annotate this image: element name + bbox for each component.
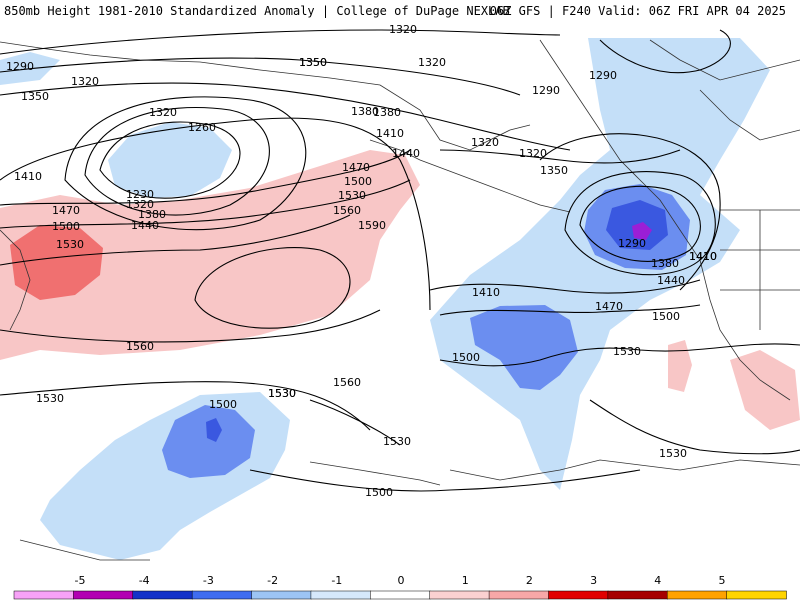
coastlines: [0, 39, 800, 561]
colorbar-tick-label: -1: [331, 574, 342, 587]
contour-label: 1530: [56, 238, 84, 251]
negative-anomaly-region: [40, 392, 290, 560]
contour-label: 1530: [383, 435, 411, 448]
contour-label: 1440: [657, 274, 685, 287]
contour-label: 1560: [333, 376, 361, 389]
contour-label: 1290: [589, 69, 617, 82]
positive-anomaly-region: [0, 150, 420, 360]
colorbar-tick-label: 0: [398, 574, 405, 587]
colorbar-tick-label: 2: [526, 574, 533, 587]
contour-label: 1530: [36, 392, 64, 405]
colorbar-tick-label: -4: [139, 574, 150, 587]
contour-label: 1290: [618, 237, 646, 250]
title-bar: 850mb Height 1981-2010 Standardized Anom…: [0, 0, 800, 22]
colorbar-swatch: [548, 590, 609, 600]
contour-labels: 1320 1290 1320 1350 1350 1320 1260 1230 1350 1320…: [6, 23, 717, 499]
colorbar-swatch: [666, 590, 728, 600]
negative-anomaly-region: [632, 222, 652, 240]
contour-label: 1350: [299, 56, 327, 69]
negative-anomaly-region: [162, 405, 255, 478]
colorbar-swatches: [13, 590, 787, 600]
contour-label: 1320: [389, 23, 417, 36]
contour-label: 1350: [21, 90, 49, 103]
colorbar-swatch: [370, 590, 431, 600]
colorbar-swatch: [132, 590, 193, 600]
contour-label: 1380: [351, 105, 379, 118]
contour-label: 1470: [595, 300, 623, 313]
contour-label: 1290: [532, 84, 560, 97]
positive-anomaly-region: [10, 225, 103, 300]
contour-label: 1470: [342, 161, 370, 174]
contour-label: 1260: [188, 121, 216, 134]
contour-label: 1410: [689, 250, 717, 263]
colorbar-swatch: [13, 590, 75, 600]
positive-anomaly-region: [668, 340, 692, 392]
contour-label: 1530: [268, 387, 296, 400]
colorbar-tick-label: -2: [267, 574, 278, 587]
negative-anomaly-region: [206, 418, 222, 442]
colorbar-tick-label: 1: [462, 574, 469, 587]
contour-label: 1500: [344, 175, 372, 188]
contour-label: 1500: [452, 351, 480, 364]
positive-anomaly-region: [730, 350, 800, 430]
contour-label: 1500: [52, 220, 80, 233]
contour-label: 1380: [651, 257, 679, 270]
contour-label: 1410: [472, 286, 500, 299]
colorbar-swatch: [607, 590, 668, 600]
colorbar-swatch: [488, 590, 550, 600]
contour-label: 1350: [299, 56, 327, 69]
colorbar-swatch: [726, 590, 787, 600]
contour-label: 1530: [613, 345, 641, 358]
colorbar-swatch: [310, 590, 372, 600]
title-left: 850mb Height 1981-2010 Standardized Anom…: [4, 4, 510, 18]
title-right: 06Z GFS | F240 Valid: 06Z FRI APR 04 202…: [489, 4, 786, 18]
contour-label: 1320: [519, 147, 547, 160]
contour-label: 1440: [392, 147, 420, 160]
contour-label: 1230: [126, 188, 154, 201]
colorbar-tick-label: -5: [75, 574, 86, 587]
contour-label: 1380: [138, 208, 166, 221]
contour-label: 1320: [71, 75, 99, 88]
contour-label: 1500: [652, 310, 680, 323]
contour-label: 1440: [131, 219, 159, 232]
contour-label: 1560: [333, 204, 361, 217]
contour-label: 1590: [358, 219, 386, 232]
colorbar-swatch: [191, 590, 253, 600]
negative-anomaly-region: [470, 305, 578, 390]
contour-label: 1320: [418, 56, 446, 69]
colorbar-swatch: [73, 590, 134, 600]
contour-label: 1530: [338, 189, 366, 202]
colorbar: -5 -4 -3 -2 -1 0 1 2 3 4 5: [13, 574, 787, 600]
contour-label: 1500: [365, 486, 393, 499]
contour-label: 1560: [126, 340, 154, 353]
contour-label: 1410: [376, 127, 404, 140]
colorbar-tick-label: 3: [590, 574, 597, 587]
colorbar-tick-label: -3: [203, 574, 214, 587]
contour-label: 1380: [373, 106, 401, 119]
contour-label: 1350: [540, 164, 568, 177]
contour-label: 1320: [126, 198, 154, 211]
colorbar-swatch: [429, 590, 490, 600]
contour-label: 1530: [659, 447, 687, 460]
map-panel: 1320 1290 1320 1350 1350 1320 1260 1230 1350 1320…: [0, 23, 800, 561]
colorbar-tick-label: 4: [654, 574, 661, 587]
contour-label: 1410: [689, 250, 717, 263]
contour-label: 1320: [149, 106, 177, 119]
colorbar-swatch: [251, 590, 312, 600]
contour-label: 1530: [268, 387, 296, 400]
contour-label: 1470: [52, 204, 80, 217]
height-contours: [0, 29, 800, 492]
contour-label: 1290: [6, 60, 34, 73]
negative-anomaly-region: [108, 122, 232, 198]
contour-label: 1410: [14, 170, 42, 183]
contour-label: 1320: [471, 136, 499, 149]
colorbar-tick-label: 5: [719, 574, 726, 587]
colorbar-tick-labels: -5 -4 -3 -2 -1 0 1 2 3 4 5: [75, 574, 726, 587]
contour-label: 1500: [209, 398, 237, 411]
